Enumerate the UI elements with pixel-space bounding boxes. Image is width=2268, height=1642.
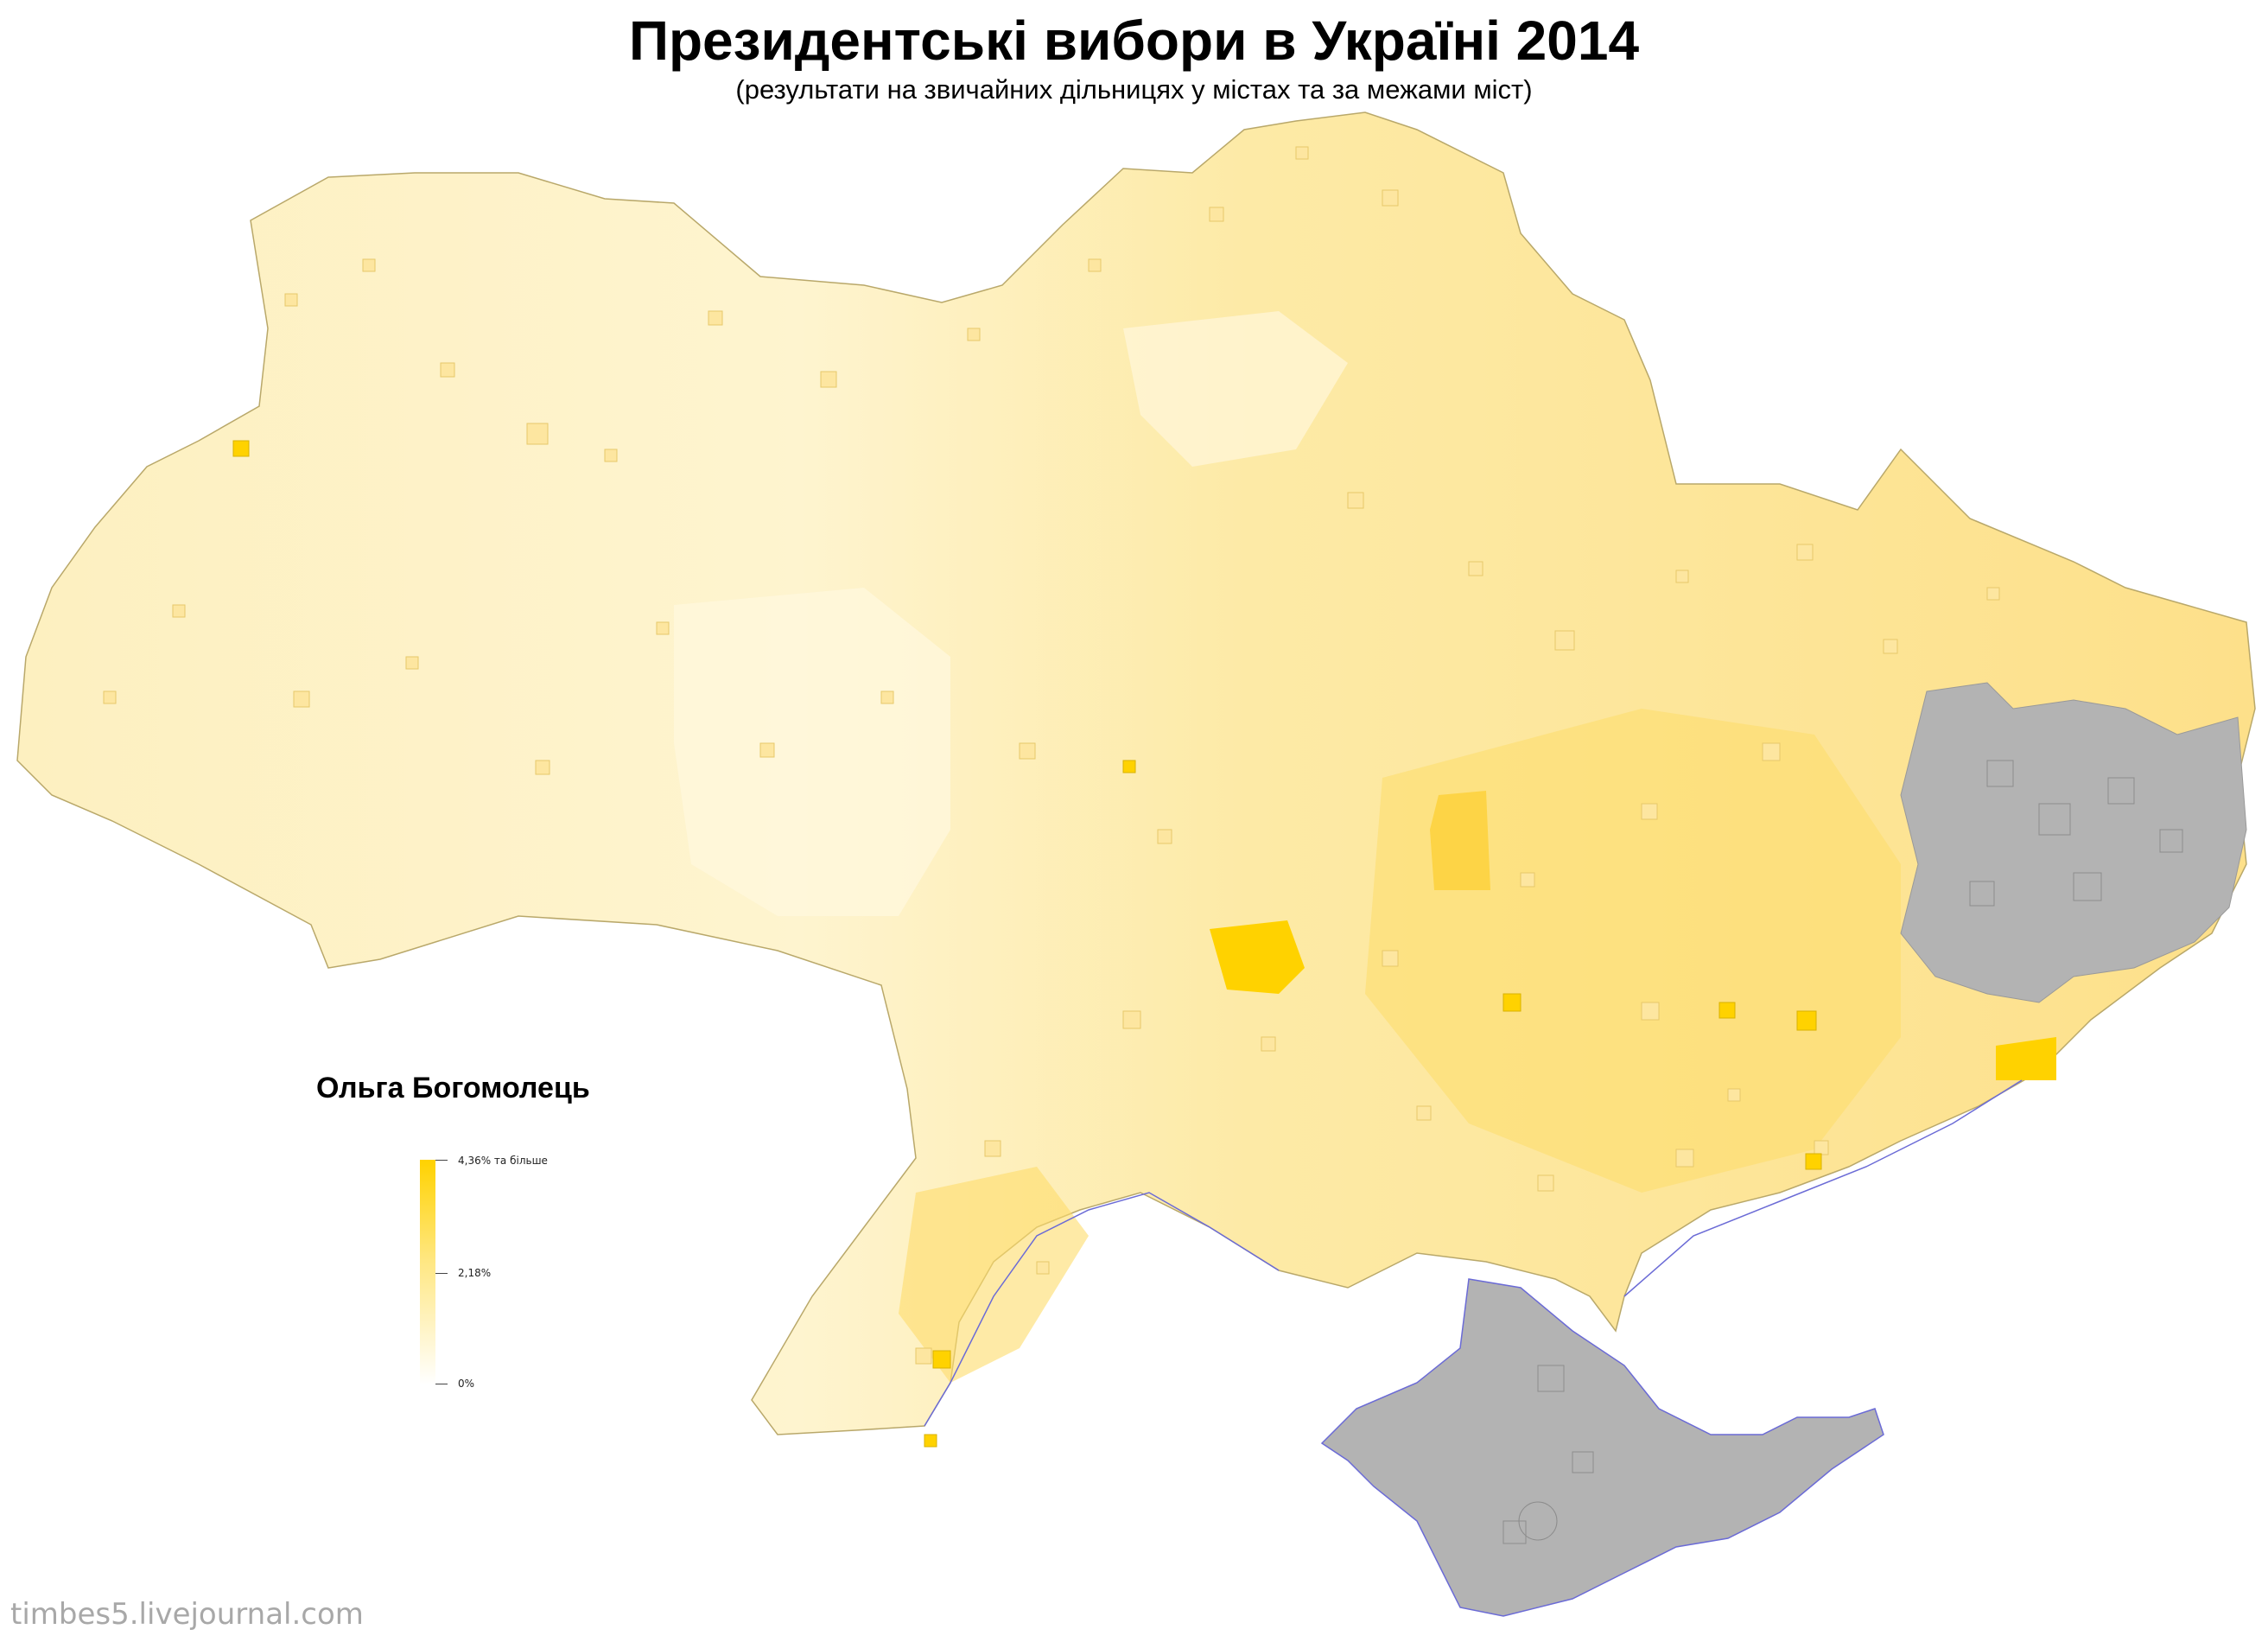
bright-district-dnipro bbox=[1430, 791, 1490, 890]
odesa-coast-region bbox=[899, 1167, 1089, 1383]
grey-zone-markers bbox=[1502, 760, 2183, 1544]
bright-district-donetsk-coast bbox=[1996, 1037, 2056, 1080]
legend-label-min: 0% bbox=[458, 1378, 475, 1390]
legend-candidate-name: Ольга Богомолець bbox=[316, 1072, 590, 1104]
map-subtitle: (результати на звичайних дільницях у міс… bbox=[735, 74, 1533, 105]
north-pale-region bbox=[1123, 311, 1348, 467]
map-title: Президентські вибори в Україні 2014 bbox=[628, 10, 1640, 72]
bright-city-markers bbox=[232, 440, 1822, 1448]
crimea-no-data bbox=[1320, 1278, 1884, 1617]
city-markers bbox=[103, 146, 2000, 1365]
bright-district-kirovohrad bbox=[1210, 920, 1305, 994]
coastline bbox=[1623, 1079, 2023, 1297]
donbas-no-data bbox=[1900, 682, 2247, 1003]
legend-tick-mid bbox=[435, 1273, 448, 1274]
black-sea-coastline bbox=[924, 1192, 1280, 1427]
legend-label-mid: 2,18% bbox=[458, 1267, 492, 1279]
central-pale-region bbox=[674, 588, 950, 916]
legend-color-scale bbox=[420, 1160, 435, 1384]
watermark: timbes5.livejournal.com bbox=[10, 1597, 364, 1632]
southeast-dark-region bbox=[1365, 709, 1901, 1193]
legend-tick-max bbox=[435, 1160, 448, 1161]
legend-label-max: 4,36% та більше bbox=[458, 1155, 548, 1167]
